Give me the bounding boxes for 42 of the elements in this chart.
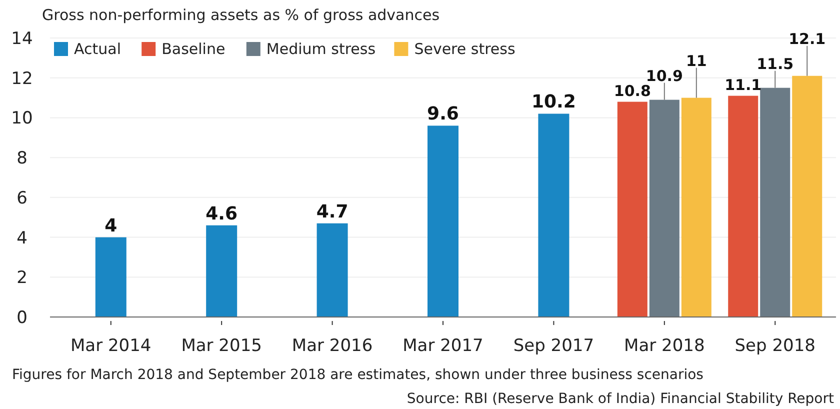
legend-label: Baseline [162,40,226,58]
bar [428,126,458,317]
data-label: 4.6 [206,203,238,224]
data-label: 4 [104,215,118,236]
x-tick-label: Mar 2015 [181,336,262,356]
text: Figures for March 2018 and September 2018 are estimates, shown under three business scenarios [12,367,704,383]
y-tick-label: 2 [16,268,28,288]
chart-title: Gross non-performing assets as % of gross advances [42,6,440,24]
legend-label: Actual [74,40,121,58]
bar [760,88,790,317]
bar [728,96,758,317]
data-label: 12.1 [788,30,826,48]
bar [649,100,680,317]
data-label: 9.6 [427,104,459,125]
bar [617,102,648,317]
bar [538,114,570,317]
bar [792,76,822,317]
data-label: 11 [686,52,707,70]
legend-label: Medium stress [266,40,376,58]
y-tick-label: 10 [11,108,33,129]
data-label: 11.5 [756,54,794,73]
x-tick-label: Mar 2016 [292,336,373,356]
legend-label: Severe stress [414,40,516,58]
x-tick-label: Sep 2018 [734,336,816,356]
bar [316,223,348,317]
bar [681,98,712,317]
y-tick-label: 14 [11,29,33,49]
x-tick-label: Mar 2017 [402,336,484,356]
y-tick-label: 6 [16,188,28,208]
data-label: 10.2 [531,92,576,113]
y-tick-label: 8 [16,148,28,169]
x-tick-label: Mar 2018 [624,336,705,356]
bar [206,225,238,317]
source-note: Source: RBI (Reserve Bank of India) Financial Stability Report [406,391,835,407]
bar [95,237,126,317]
x-tick-label: Sep 2017 [513,336,594,356]
y-tick-label: 4 [16,228,28,248]
data-label: 4.7 [316,201,348,222]
y-tick-label: 0 [16,308,28,328]
y-tick-label: 12 [11,68,33,89]
data-label: 11.1 [724,76,762,94]
x-tick-label: Mar 2014 [70,336,152,356]
